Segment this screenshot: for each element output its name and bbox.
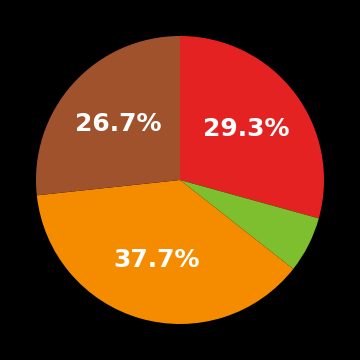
Wedge shape: [180, 180, 319, 269]
Text: 26.7%: 26.7%: [75, 112, 161, 136]
Text: 37.7%: 37.7%: [114, 248, 200, 272]
Wedge shape: [37, 180, 293, 324]
Wedge shape: [180, 36, 324, 219]
Text: 29.3%: 29.3%: [203, 117, 290, 141]
Wedge shape: [36, 36, 180, 195]
